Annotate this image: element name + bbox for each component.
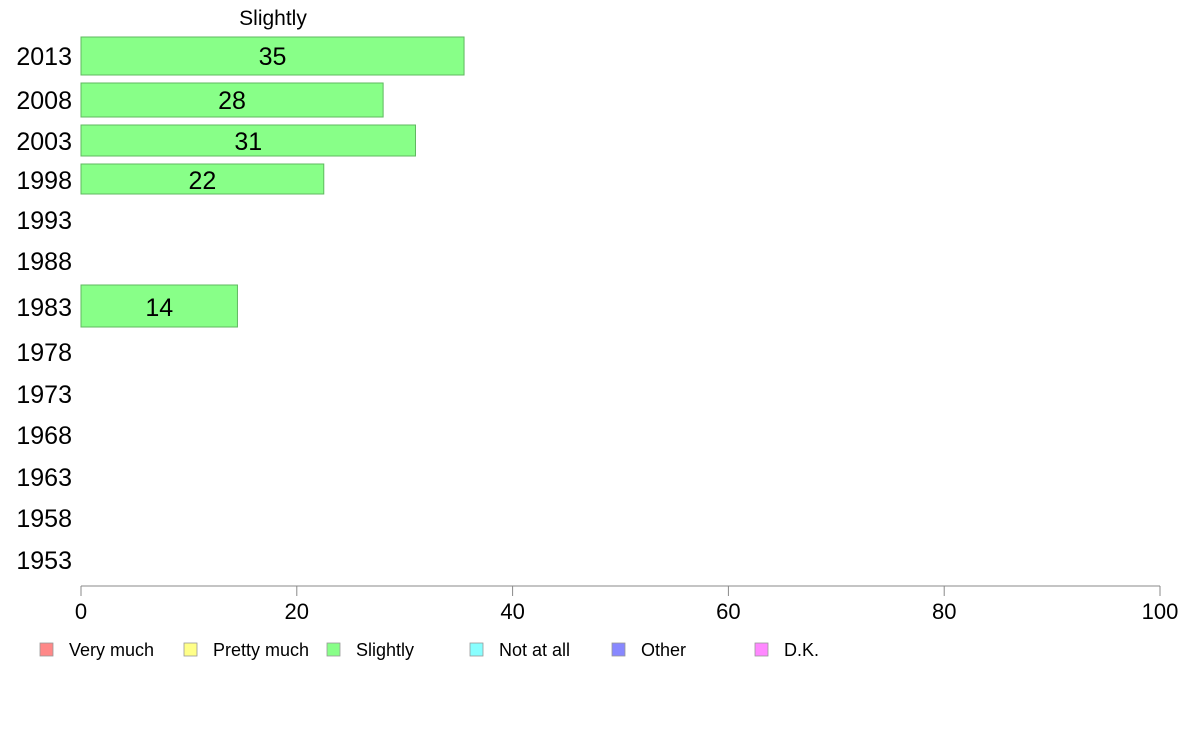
year-label: 2008 bbox=[16, 87, 72, 115]
bar bbox=[80, 124, 416, 157]
legend-swatch bbox=[39, 642, 54, 657]
legend-swatch bbox=[754, 642, 769, 657]
x-tick-label: 0 bbox=[75, 599, 87, 624]
legend-label: Other bbox=[641, 640, 686, 660]
legend-label: Slightly bbox=[356, 640, 414, 660]
year-label: 1983 bbox=[16, 294, 72, 322]
legend-swatch bbox=[183, 642, 198, 657]
chart-title: Slightly bbox=[239, 7, 307, 30]
year-label: 1968 bbox=[16, 422, 72, 450]
bar bbox=[80, 163, 325, 195]
x-tick-label: 60 bbox=[716, 599, 740, 624]
legend: Very much Pretty much Slightly Not at all Ot… bbox=[39, 640, 819, 660]
year-label: 1988 bbox=[16, 248, 72, 276]
bar-value-label: 28 bbox=[218, 87, 246, 115]
bar-value-label: 22 bbox=[188, 167, 216, 195]
year-label: 1998 bbox=[16, 167, 72, 195]
year-label: 2003 bbox=[16, 128, 72, 156]
year-label: 1958 bbox=[16, 505, 72, 533]
year-label: 1963 bbox=[16, 464, 72, 492]
x-tick-label: 80 bbox=[932, 599, 956, 624]
year-labels: 2013 2008 2003 1998 1993 1988 1983 1978 1973 1968… bbox=[16, 43, 72, 575]
bar bbox=[80, 82, 384, 118]
legend-label: Very much bbox=[69, 640, 154, 660]
bar-value-label: 14 bbox=[145, 294, 173, 322]
year-label: 1973 bbox=[16, 381, 72, 409]
year-label: 2013 bbox=[16, 43, 72, 71]
legend-swatch bbox=[469, 642, 484, 657]
bars: 35 28 31 22 14 bbox=[80, 36, 465, 328]
year-label: 1993 bbox=[16, 207, 72, 235]
legend-swatch bbox=[326, 642, 341, 657]
year-label: 1978 bbox=[16, 339, 72, 367]
bar-value-label: 35 bbox=[259, 43, 287, 71]
x-tick-label: 40 bbox=[500, 599, 524, 624]
bar bbox=[80, 284, 238, 328]
legend-label: Pretty much bbox=[213, 640, 309, 660]
legend-label: D.K. bbox=[784, 640, 819, 660]
legend-label: Not at all bbox=[499, 640, 570, 660]
year-label: 1953 bbox=[16, 547, 72, 575]
x-axis: 0 20 40 60 80 100 bbox=[75, 585, 1179, 624]
x-tick-label: 20 bbox=[285, 599, 309, 624]
legend-swatch bbox=[611, 642, 626, 657]
bar-value-label: 31 bbox=[234, 128, 262, 156]
x-tick-label: 100 bbox=[1142, 599, 1179, 624]
bar bbox=[80, 36, 465, 76]
